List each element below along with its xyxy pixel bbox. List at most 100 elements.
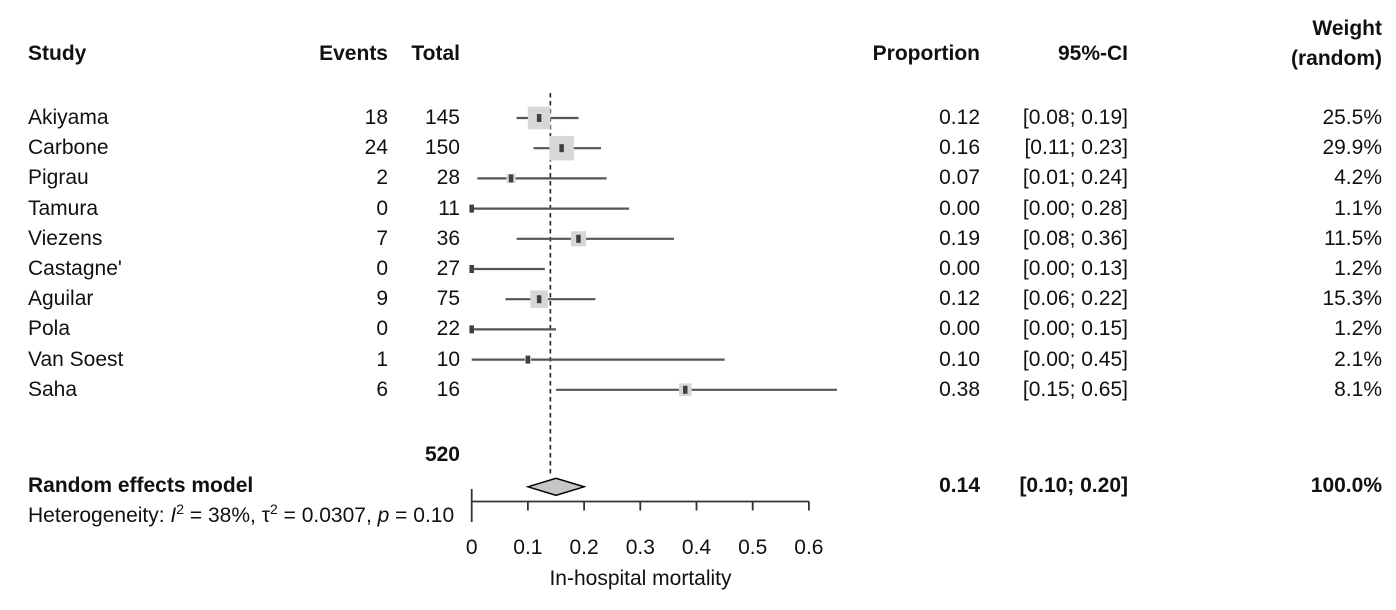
study-row: Carbone 24 150 0.16 [0.11; 0.23] 29.9% xyxy=(0,135,1396,161)
column-header-events: Events xyxy=(319,42,388,65)
study-weight: 25.5% xyxy=(1322,106,1382,129)
study-proportion: 0.00 xyxy=(939,196,980,220)
study-row: Aguilar 9 75 0.12 [0.06; 0.22] 15.3% xyxy=(0,286,1396,312)
study-events: 0 xyxy=(376,196,388,220)
study-total: 27 xyxy=(436,257,460,280)
column-header-proportion: Proportion xyxy=(872,42,980,65)
column-header-total: Total xyxy=(411,42,460,65)
study-proportion: 0.00 xyxy=(939,257,980,280)
study-ci: [0.00; 0.45] xyxy=(1022,347,1128,371)
study-proportion: 0.12 xyxy=(939,106,980,129)
column-header-weight-line1: Weight xyxy=(1312,17,1382,40)
x-tick-label: 0.1 xyxy=(513,536,543,559)
het-prefix: Heterogeneity: xyxy=(28,504,171,527)
study-total: 10 xyxy=(436,347,460,371)
study-proportion: 0.12 xyxy=(939,287,980,311)
study-ci: [0.00; 0.13] xyxy=(1022,257,1128,280)
study-weight: 15.3% xyxy=(1322,287,1382,311)
study-proportion: 0.38 xyxy=(939,377,980,401)
study-events: 9 xyxy=(376,287,388,311)
total-row: 520 xyxy=(0,442,1396,468)
study-total: 150 xyxy=(424,136,460,160)
study-proportion: 0.07 xyxy=(939,166,980,190)
column-header-study: Study xyxy=(28,42,87,65)
study-row: Van Soest 1 10 0.10 [0.00; 0.45] 2.1% xyxy=(0,347,1396,373)
study-total: 28 xyxy=(436,166,460,190)
x-tick-label: 0.2 xyxy=(569,536,599,559)
study-weight: 4.2% xyxy=(1334,166,1382,190)
study-name: Saha xyxy=(28,377,78,401)
pooled-weight: 100.0% xyxy=(1310,474,1382,497)
het-tau-symbol: τ xyxy=(261,504,270,527)
study-total: 145 xyxy=(424,106,460,129)
het-p-symbol: p xyxy=(377,504,390,527)
study-proportion: 0.00 xyxy=(939,317,980,341)
het-tau-value: = 0.0307, xyxy=(277,504,378,527)
x-tick-label: 0 xyxy=(465,536,478,559)
study-events: 0 xyxy=(376,317,388,341)
study-total: 16 xyxy=(436,377,460,401)
study-weight: 8.1% xyxy=(1334,377,1382,401)
study-events: 6 xyxy=(376,377,388,401)
study-total: 22 xyxy=(436,317,460,341)
study-ci: [0.08; 0.19] xyxy=(1022,106,1128,129)
pooled-row: Random effects model 0.14 [0.10; 0.20] 1… xyxy=(0,473,1396,499)
study-name: Pola xyxy=(28,317,71,341)
pooled-proportion: 0.14 xyxy=(939,474,980,497)
het-i2-value: = 38%, xyxy=(184,504,262,527)
study-ci: [0.15; 0.65] xyxy=(1022,377,1128,401)
x-axis-title: In-hospital mortality xyxy=(549,567,732,590)
study-ci: [0.00; 0.28] xyxy=(1022,196,1128,220)
study-total: 75 xyxy=(436,287,460,311)
study-name: Viezens xyxy=(28,226,103,250)
study-weight: 1.1% xyxy=(1334,196,1382,220)
study-ci: [0.06; 0.22] xyxy=(1022,287,1128,311)
pooled-ci: [0.10; 0.20] xyxy=(1019,474,1128,497)
pooled-label: Random effects model xyxy=(28,474,254,497)
study-weight: 29.9% xyxy=(1322,136,1382,160)
study-events: 1 xyxy=(376,347,388,371)
x-tick-label: 0.3 xyxy=(625,536,655,559)
study-row: Pola 0 22 0.00 [0.00; 0.15] 1.2% xyxy=(0,316,1396,342)
study-row: Castagne' 0 27 0.00 [0.00; 0.13] 1.2% xyxy=(0,256,1396,282)
study-row: Pigrau 2 28 0.07 [0.01; 0.24] 4.2% xyxy=(0,165,1396,191)
study-ci: [0.11; 0.23] xyxy=(1024,136,1128,160)
x-tick-label: 0.4 xyxy=(681,536,712,559)
study-row: Saha 6 16 0.38 [0.15; 0.65] 8.1% xyxy=(0,377,1396,403)
study-events: 2 xyxy=(376,166,388,190)
column-header-weight: Weight (random) xyxy=(1232,14,1382,74)
het-i2-sup: 2 xyxy=(176,501,185,517)
total-patients: 520 xyxy=(424,443,460,466)
study-row: Akiyama 18 145 0.12 [0.08; 0.19] 25.5% xyxy=(0,105,1396,131)
study-name: Tamura xyxy=(28,196,99,220)
study-name: Castagne' xyxy=(28,257,122,280)
column-header-ci: 95%-CI xyxy=(1057,42,1128,65)
study-name: Pigrau xyxy=(28,166,89,190)
study-row: Tamura 0 11 0.00 [0.00; 0.28] 1.1% xyxy=(0,196,1396,222)
study-name: Van Soest xyxy=(28,347,124,371)
study-total: 11 xyxy=(438,196,460,220)
het-p-value: = 0.10 xyxy=(389,504,455,527)
study-weight: 11.5% xyxy=(1324,226,1382,250)
x-tick-label: 0.5 xyxy=(738,536,768,559)
study-row: Viezens 7 36 0.19 [0.08; 0.36] 11.5% xyxy=(0,226,1396,252)
study-weight: 1.2% xyxy=(1334,257,1382,280)
study-events: 0 xyxy=(376,257,388,280)
study-events: 24 xyxy=(364,136,388,160)
study-ci: [0.08; 0.36] xyxy=(1022,226,1128,250)
het-tau-sup: 2 xyxy=(270,501,278,517)
study-weight: 1.2% xyxy=(1334,317,1382,341)
study-events: 18 xyxy=(364,106,388,129)
study-events: 7 xyxy=(376,226,388,250)
x-tick-label: 0.6 xyxy=(794,536,824,559)
study-ci: [0.00; 0.15] xyxy=(1022,317,1128,341)
study-total: 36 xyxy=(436,226,460,250)
het-i2-symbol: I xyxy=(170,504,177,527)
study-weight: 2.1% xyxy=(1334,347,1382,371)
column-header-weight-line2: (random) xyxy=(1291,47,1382,70)
study-proportion: 0.10 xyxy=(939,347,980,371)
study-name: Akiyama xyxy=(28,106,109,129)
study-ci: [0.01; 0.24] xyxy=(1022,166,1128,190)
study-proportion: 0.19 xyxy=(939,226,980,250)
